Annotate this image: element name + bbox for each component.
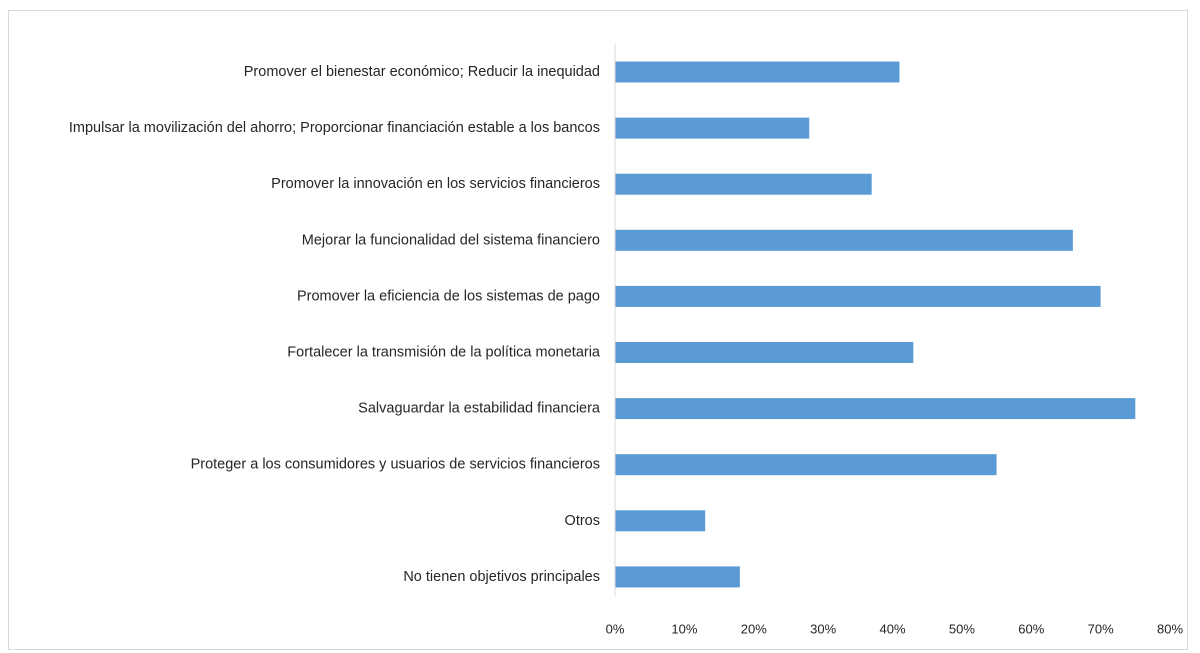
bar (615, 173, 872, 195)
x-tick-label: 0% (606, 622, 625, 637)
x-tick-label: 30% (810, 622, 836, 637)
x-tick-label: 10% (671, 622, 697, 637)
bar (615, 61, 900, 83)
bar (615, 285, 1101, 307)
category-labels: Promover el bienestar económico; Reducir… (69, 64, 601, 585)
category-label: Mejorar la funcionalidad del sistema fin… (302, 232, 600, 248)
x-tick-label: 50% (949, 622, 975, 637)
category-label: No tienen objetivos principales (403, 569, 600, 585)
category-label: Impulsar la movilización del ahorro; Pro… (69, 120, 600, 136)
chart-frame (8, 10, 1188, 650)
category-label: Salvaguardar la estabilidad financiera (358, 401, 601, 417)
category-label: Promover la innovación en los servicios … (271, 176, 600, 192)
bar (615, 510, 706, 532)
x-tick-label: 20% (741, 622, 767, 637)
bar (615, 566, 740, 588)
bar (615, 454, 997, 476)
category-label: Proteger a los consumidores y usuarios d… (191, 457, 600, 473)
x-axis-tick-labels: 0% 10% 20% 30% 40% 50% 60% 70% 80% (606, 622, 1184, 637)
x-tick-label: 80% (1157, 622, 1183, 637)
bar (615, 117, 810, 139)
bars-layer (615, 61, 1136, 588)
category-label: Promover el bienestar económico; Reducir… (244, 64, 600, 80)
bar (615, 398, 1136, 420)
x-tick-label: 60% (1018, 622, 1044, 637)
x-tick-label: 40% (879, 622, 905, 637)
category-label: Otros (565, 513, 600, 529)
category-label: Fortalecer la transmisión de la política… (287, 345, 601, 361)
x-tick-label: 70% (1088, 622, 1114, 637)
category-label: Promover la eficiencia de los sistemas d… (297, 288, 600, 304)
bar (615, 342, 914, 363)
bar (615, 229, 1073, 251)
